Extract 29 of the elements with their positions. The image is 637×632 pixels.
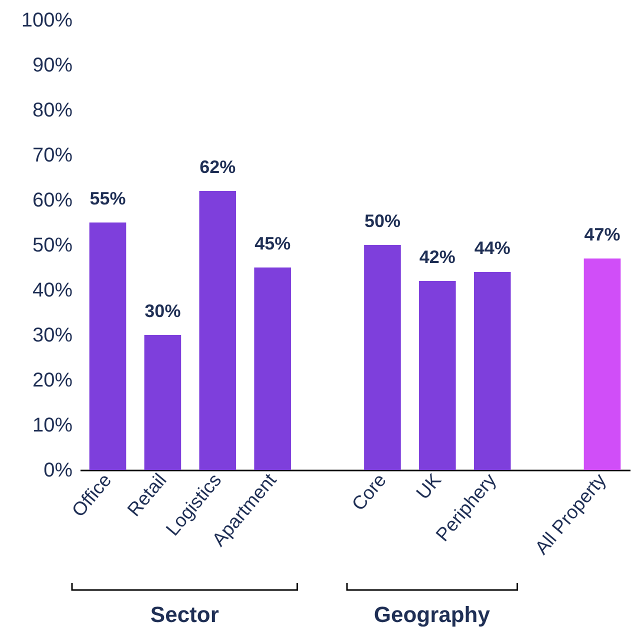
bar [199, 191, 236, 470]
bar [584, 258, 621, 470]
y-tick-label: 70% [32, 144, 73, 166]
text: Geography [374, 602, 490, 628]
bar [474, 272, 511, 470]
y-tick-label: 40% [32, 280, 73, 302]
data-label: 42% [419, 247, 456, 267]
y-tick-label: 50% [32, 234, 73, 256]
data-label: 30% [144, 301, 181, 321]
data-label: 44% [474, 238, 510, 258]
bar [419, 281, 456, 470]
y-tick-label: 90% [32, 54, 73, 76]
bar [144, 335, 182, 470]
y-tick-label: 10% [32, 414, 73, 436]
data-label: 47% [584, 224, 620, 244]
data-label: 62% [200, 157, 236, 177]
data-label: 50% [364, 211, 400, 231]
y-tick-label: 60% [32, 190, 73, 212]
bar [89, 222, 126, 470]
y-tick-label: 30% [32, 324, 73, 346]
bar [254, 268, 291, 470]
y-tick-label: 20% [32, 370, 73, 392]
y-tick-label: 80% [32, 100, 73, 122]
y-tick-label: 100% [21, 10, 73, 32]
data-label: 45% [254, 234, 291, 254]
text: Sector [150, 602, 219, 628]
data-label: 55% [90, 188, 126, 208]
bar [364, 245, 401, 470]
y-tick-label: 0% [44, 460, 73, 482]
